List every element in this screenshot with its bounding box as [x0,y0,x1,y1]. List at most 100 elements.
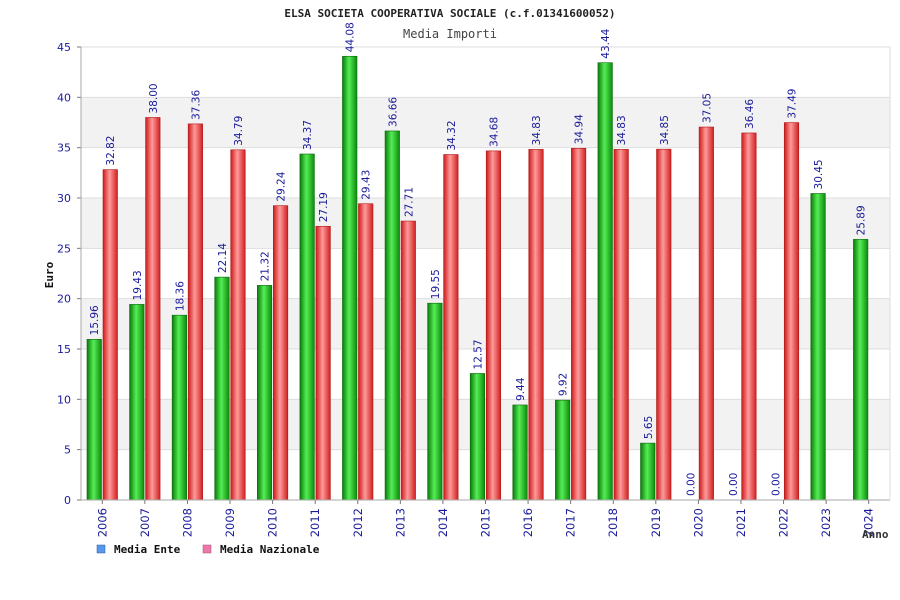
y-tick-label: 45 [57,41,71,54]
x-tick-label: 2007 [138,508,152,537]
x-tick-label: 2018 [606,508,620,537]
y-tick-label: 10 [57,393,71,406]
bar [384,130,400,501]
bar [257,285,273,501]
x-tick-label: 2010 [266,508,280,537]
bar [443,154,459,501]
y-tick-label: 35 [57,142,71,155]
legend-label-nazionale: Media Nazionale [220,543,320,556]
axes-layer: 0 5 10 15 20 25 30 35 40 45 2006 2007 2008 2009 2010 20… [57,41,891,537]
bar-value-label: 34.79 [233,116,245,146]
bar-value-label: 34.85 [659,115,671,145]
y-tick-label: 0 [64,494,71,507]
bar-value-label: 22.14 [217,243,229,273]
bar [783,122,800,501]
bar-value-label: 15.96 [89,305,101,335]
bar [315,225,331,501]
bar [102,169,118,501]
bar-value-label: 34.32 [446,120,458,150]
bar-value-label: 34.37 [302,120,314,150]
y-tick-label: 25 [57,242,71,255]
bar-value-label: 34.68 [488,117,500,147]
bar [214,276,230,501]
bar-value-label: 18.36 [174,281,186,311]
bar [571,147,587,501]
x-tick-label: 2012 [351,508,365,537]
x-tick-label: 2020 [691,508,705,537]
bar-value-label: 5.65 [643,416,655,439]
bar [342,55,358,501]
bar [698,126,714,501]
bar-value-label: 19.43 [132,270,144,300]
bar [741,132,757,501]
bar [640,442,656,501]
bar [555,399,571,501]
bar-value-label: 43.44 [600,28,612,58]
bar [187,123,203,501]
bar [400,220,416,501]
bar-value-label: 12.57 [472,339,484,369]
bar-value-label: 37.49 [787,89,799,119]
legend: Media Ente Media Nazionale [96,543,320,556]
x-tick-label: 2011 [308,508,322,537]
bar [299,153,315,501]
bar-value-label: 30.45 [813,159,825,189]
chart-subtitle: Media Importi [403,27,497,41]
bar [528,149,544,501]
bar-value-label: 27.19 [318,192,330,222]
bars-layer [86,55,869,501]
x-tick-label: 2022 [777,508,791,537]
bar-value-label: 34.83 [616,115,628,145]
bar-value-label: 29.43 [361,170,373,200]
y-tick-label: 5 [64,444,71,457]
bar-labels-layer: 15.96 32.82 19.43 38.00 18.36 37.36 22.14 34.79… [89,22,867,496]
bar [810,193,826,501]
x-tick-label: 2023 [819,508,833,537]
bar-value-label: 36.66 [387,97,399,127]
bar-value-label: 27.71 [403,187,415,217]
bar [853,239,869,501]
x-tick-label: 2021 [734,508,748,537]
bar [512,404,528,501]
x-tick-label: 2017 [564,508,578,537]
x-tick-label: 2009 [223,508,237,537]
bar-value-label: 37.05 [701,93,713,123]
x-tick-label: 2013 [393,508,407,537]
bar-value-label: 0.00 [685,473,697,496]
bar-value-label: 34.83 [531,115,543,145]
bar-value-label: 25.89 [856,205,868,235]
x-axis-label: Anno [862,528,889,541]
legend-swatch-nazionale [202,544,212,554]
bar [129,304,145,501]
bar [358,203,374,501]
bar [171,314,187,501]
x-tick-label: 2008 [180,508,194,537]
plot-band [81,47,890,98]
bar-value-label: 9.44 [515,377,527,401]
y-axis-label: Euro [43,261,56,288]
bar-value-label: 0.00 [728,473,740,496]
bar [86,339,102,501]
chart-title: ELSA SOCIETA COOPERATIVA SOCIALE (c.f.01… [284,7,615,20]
bar [656,148,672,501]
bar [613,149,629,501]
bar [469,373,486,501]
bar-value-label: 32.82 [105,136,117,166]
x-tick-label: 2006 [95,508,109,537]
bar-value-label: 29.24 [276,171,288,201]
bar [145,117,161,501]
bar-value-label: 38.00 [148,83,160,113]
bar [427,302,443,501]
bar [597,62,613,501]
bar-value-label: 0.00 [771,473,783,496]
bar-value-label: 34.94 [574,114,586,144]
x-tick-label: 2016 [521,508,535,537]
bar-value-label: 44.08 [345,22,357,52]
bar-value-label: 21.32 [260,251,272,281]
x-tick-label: 2019 [649,508,663,537]
y-tick-label: 15 [57,343,71,356]
x-tick-label: 2024 [862,508,876,537]
bar-value-label: 9.92 [558,373,570,396]
bar [485,150,502,501]
